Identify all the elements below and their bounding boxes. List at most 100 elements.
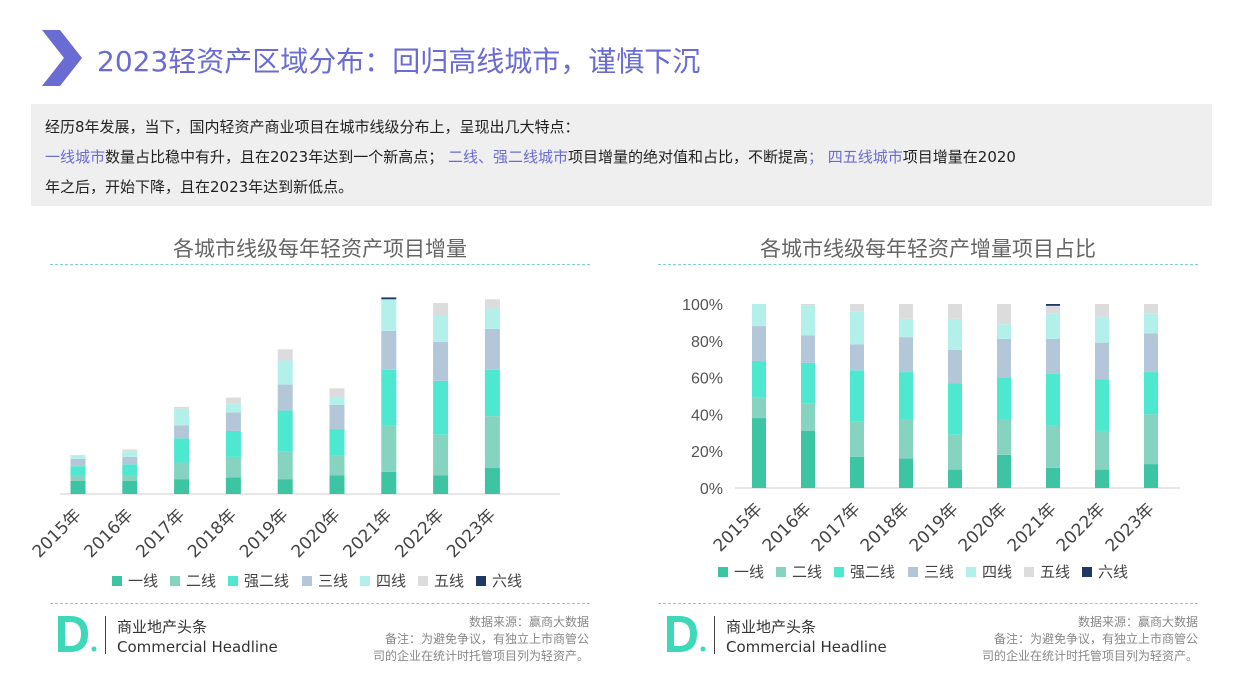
- chart2-y-tick: 0%: [700, 481, 723, 498]
- chart1-x-tick: 2016年: [81, 505, 138, 562]
- chart2-bar-四线: [850, 311, 864, 345]
- chart1-bar-五线: [225, 397, 241, 404]
- chart2-x-tick: 2018年: [857, 499, 914, 556]
- chart2-bar-五线: [801, 304, 815, 306]
- intro-text-1: 数量占比稳中有升，且在2023年达到一个新高点；: [105, 148, 444, 166]
- chart2-bar-二线: [801, 403, 815, 431]
- chart1-bar-一线: [484, 468, 500, 494]
- footer2-note: 数据来源：赢商大数据 备注：为避免争议，有独立上市商管公 司的企业在统计时托管项…: [982, 614, 1198, 665]
- brand-logo-icon: [58, 616, 97, 652]
- footer2-divider: [658, 603, 1198, 604]
- chart2-bar-一线: [997, 454, 1011, 488]
- brand-divider: [105, 616, 106, 654]
- chart1-x-tick: 2019年: [236, 505, 293, 562]
- chart1-bar-一线: [277, 479, 293, 494]
- chart2-x-tick: 2019年: [906, 499, 963, 556]
- chart1-bar-强二线: [433, 380, 449, 435]
- chart2-y-tick: 20%: [691, 444, 723, 461]
- chart1-bar-四线: [174, 408, 190, 426]
- legend-label-强二线: 强二线: [244, 572, 289, 590]
- chart2-bar-一线: [1095, 469, 1109, 488]
- legend-label-四线: 四线: [982, 563, 1012, 581]
- legend-label-六线: 六线: [1098, 563, 1128, 581]
- chart2-bar-二线: [1144, 414, 1158, 465]
- chart2-bar-一线: [899, 458, 913, 488]
- chart1-bar-三线: [329, 404, 345, 430]
- chart2-bar-强二线: [997, 377, 1011, 420]
- chart2-x-tick: 2020年: [955, 499, 1012, 556]
- chart2-bar-二线: [899, 419, 913, 459]
- legend-swatch-六线: [476, 576, 486, 586]
- chart1-bar-三线: [433, 341, 449, 381]
- page-title: 2023轻资产区域分布：回归高线城市，谨慎下沉: [97, 45, 701, 78]
- chart1-bar-二线: [225, 456, 241, 478]
- legend-label-六线: 六线: [492, 572, 522, 590]
- legend-label-强二线: 强二线: [850, 563, 895, 581]
- chart1-bar-二线: [277, 451, 293, 480]
- chart2-bar-强二线: [948, 383, 962, 435]
- chart2-bar-五线: [1095, 304, 1109, 317]
- chart2-x-tick: 2023年: [1102, 499, 1159, 556]
- chart2-bar-强二线: [850, 370, 864, 422]
- highlight-tier2: 二线、强二线城市: [443, 148, 568, 166]
- chart2-y-tick: 100%: [682, 297, 723, 314]
- chart2-bar-五线: [850, 304, 864, 312]
- chart1-bar-三线: [484, 328, 500, 370]
- chart2-bar-四线: [899, 318, 913, 338]
- chart2-bar-三线: [850, 344, 864, 371]
- chart2-bar-四线: [1144, 313, 1158, 334]
- chart2-y-tick: 80%: [691, 334, 723, 351]
- chart1-bar-四线: [433, 315, 449, 342]
- note-line-1: 备注：为避免争议，有独立上市商管公: [384, 632, 589, 646]
- chart1-bar-四线: [381, 299, 397, 331]
- chart2-x-tick: 2021年: [1004, 499, 1061, 556]
- brand-logo-icon-2: [667, 616, 706, 652]
- legend-swatch-三线: [302, 576, 312, 586]
- chart1-bar-三线: [122, 456, 138, 465]
- chart2-bar-一线: [1144, 464, 1158, 488]
- chart1-bar-五线: [122, 449, 138, 452]
- chart1-bar-一线: [225, 477, 241, 494]
- chart2-bar-强二线: [752, 361, 766, 398]
- chart1-bar-一线: [70, 481, 86, 494]
- brand-name: 商业地产头条 Commercial Headline: [117, 617, 278, 657]
- legend-label-三线: 三线: [924, 563, 954, 581]
- source-text: 数据来源：赢商大数据: [468, 615, 589, 629]
- chart2-x-tick: 2017年: [808, 499, 865, 556]
- chart1-bar-二线: [174, 462, 190, 480]
- legend-label-二线: 二线: [186, 572, 216, 590]
- chart2-bar-三线: [997, 338, 1011, 378]
- chart2-bar-四线: [1046, 313, 1060, 339]
- chart2-y-tick: 40%: [691, 407, 723, 424]
- intro-text-3: 项目增量在2020: [902, 148, 1016, 166]
- chart2-bar-强二线: [1095, 379, 1109, 431]
- legend-label-一线: 一线: [734, 563, 764, 581]
- chart1-bar-五线: [329, 388, 345, 398]
- legend-swatch-六线: [1082, 567, 1092, 577]
- chart1-bar-一线: [329, 475, 345, 494]
- legend-label-四线: 四线: [376, 572, 406, 590]
- chart1-bar-一线: [122, 481, 138, 494]
- chart1-bar-二线: [381, 425, 397, 472]
- source-text-2: 数据来源：赢商大数据: [1077, 615, 1198, 629]
- chart2-x-tick: 2015年: [710, 499, 767, 556]
- legend-swatch-一线: [112, 576, 122, 586]
- intro-line-2: 一线城市数量占比稳中有升，且在2023年达到一个新高点； 二线、强二线城市项目增…: [45, 142, 1198, 172]
- chart1-bar-三线: [174, 425, 190, 439]
- chart1-title: 各城市线级每年轻资产项目增量: [173, 237, 467, 261]
- chart2-bar-五线: [899, 304, 913, 319]
- chart1-bar-五线: [433, 302, 449, 316]
- legend-swatch-强二线: [834, 567, 844, 577]
- footer1-divider: [50, 603, 590, 604]
- legend-label-一线: 一线: [128, 572, 158, 590]
- brand-divider-2: [714, 616, 715, 654]
- chart1-x-tick: 2022年: [391, 505, 448, 562]
- brand-cn: 商业地产头条: [117, 618, 208, 636]
- chart1-bar-四线: [484, 308, 500, 329]
- chart1-x-tick: 2017年: [132, 505, 189, 562]
- chart2-bar-五线: [997, 304, 1011, 325]
- chart2-bar-三线: [899, 337, 913, 373]
- chart2-bar-四线: [752, 304, 766, 327]
- chart1-bar-强二线: [70, 466, 86, 476]
